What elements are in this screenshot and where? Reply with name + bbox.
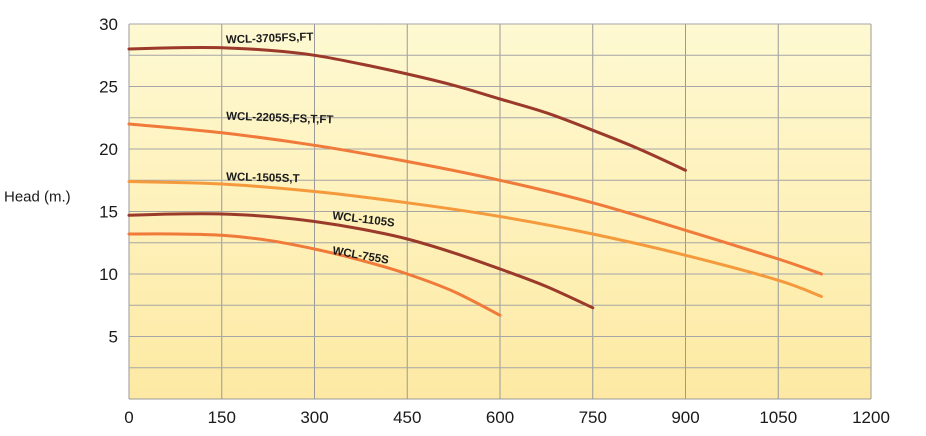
- y-tick-label: 25: [99, 78, 118, 97]
- x-tick-label: 150: [208, 408, 236, 427]
- series-label-3: WCL-1505S,T: [226, 171, 300, 185]
- series-line-1: [127, 45, 687, 172]
- series-label-2: WCL-2205S,FS,T,FT: [226, 111, 334, 127]
- y-tick-label: 30: [99, 15, 118, 34]
- series-line-5: [127, 232, 502, 317]
- x-tick-label: 750: [579, 408, 607, 427]
- y-tick-label: 5: [109, 328, 118, 347]
- y-tick-label: 10: [99, 265, 118, 284]
- x-tick-label: 1200: [852, 408, 890, 427]
- x-tick-label: 0: [124, 408, 133, 427]
- x-tick-label: 1050: [759, 408, 797, 427]
- series-label-1: WCL-3705FS,FT: [226, 31, 314, 46]
- y-axis-label: Head (m.): [4, 188, 71, 205]
- x-tick-label: 600: [486, 408, 514, 427]
- y-tick-label: 20: [99, 140, 118, 159]
- y-tick-label: 15: [99, 203, 118, 222]
- series-line-3: [127, 180, 823, 298]
- x-tick-label: 450: [393, 408, 421, 427]
- x-tick-label: 300: [300, 408, 328, 427]
- series-line-2: [127, 122, 823, 276]
- x-tick-label: 900: [671, 408, 699, 427]
- series-line-4: [127, 212, 595, 310]
